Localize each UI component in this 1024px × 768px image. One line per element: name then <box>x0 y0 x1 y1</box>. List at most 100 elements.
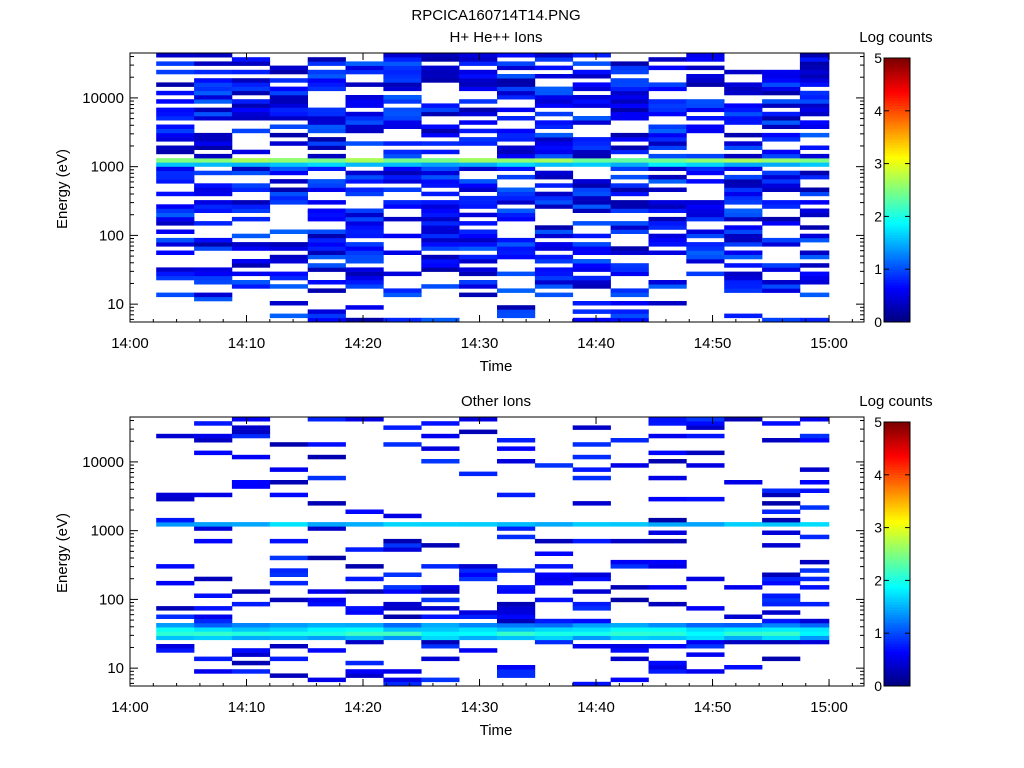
heatmap-cell <box>648 631 687 636</box>
heatmap-cell <box>572 475 611 481</box>
heatmap-cell <box>194 221 233 226</box>
heatmap-cell <box>231 480 271 485</box>
heatmap-cell <box>534 57 574 62</box>
heatmap-cell <box>307 128 346 134</box>
colorbar-step <box>884 424 910 428</box>
colorbar-tick-label: 5 <box>874 50 882 66</box>
heatmap-cell <box>610 174 649 180</box>
heatmap-cell <box>610 627 649 632</box>
heatmap-cell <box>497 216 536 222</box>
heatmap-cell <box>307 309 346 314</box>
colorbar-tick-label: 4 <box>874 103 882 119</box>
colorbar-tick-label: 3 <box>874 520 882 536</box>
heatmap-cell <box>459 284 498 289</box>
heatmap-cell <box>610 250 649 255</box>
heatmap-cell <box>345 631 384 636</box>
heatmap-cell <box>459 195 498 201</box>
y-tick-label: 10 <box>107 296 124 313</box>
heatmap-cell <box>194 78 233 83</box>
heatmap-cell <box>572 141 611 146</box>
heatmap-cell <box>762 572 801 577</box>
heatmap-cell <box>345 509 384 514</box>
heatmap-cell <box>194 200 233 205</box>
heatmap-cell <box>269 259 308 264</box>
heatmap-cell <box>610 107 649 113</box>
colorbar-step <box>884 200 910 204</box>
heatmap-cell <box>156 128 195 134</box>
colorbar-step <box>884 179 910 183</box>
heatmap-cell <box>648 459 687 464</box>
heatmap-cell <box>572 267 611 272</box>
colorbar-step <box>884 155 910 159</box>
heatmap-cell <box>497 589 536 594</box>
heatmap-cell <box>572 153 611 159</box>
heatmap-cell <box>459 179 498 184</box>
heatmap-cell <box>345 242 384 247</box>
heatmap-cell <box>383 86 422 92</box>
heatmap-cell <box>345 627 384 632</box>
colorbar-step <box>884 530 910 534</box>
heatmap-cell <box>156 212 195 218</box>
heatmap-cell <box>194 242 233 247</box>
heatmap-cell <box>534 53 574 58</box>
heatmap-cell <box>231 246 271 251</box>
colorbar-step <box>884 598 910 603</box>
heatmap-cell <box>648 57 687 62</box>
heatmap-cell <box>194 656 233 662</box>
heatmap-cell <box>762 492 801 498</box>
heatmap-cell <box>799 254 830 260</box>
heatmap-cell <box>307 454 346 460</box>
heatmap-cell <box>269 95 308 100</box>
heatmap-cell <box>686 179 725 184</box>
heatmap-cell <box>572 137 611 142</box>
colorbar-step <box>884 662 910 666</box>
heatmap-cell <box>307 475 346 481</box>
heatmap-cell <box>345 280 384 285</box>
heatmap-cell <box>534 522 574 527</box>
colorbar-step <box>884 87 910 91</box>
heatmap-cell <box>724 254 763 260</box>
heatmap-cell <box>610 166 649 171</box>
heatmap-cell <box>686 128 725 134</box>
y-tick-label: 100 <box>99 227 124 244</box>
heatmap-cell <box>648 530 687 535</box>
heatmap-cell <box>686 208 725 213</box>
heatmap-cell <box>156 132 195 138</box>
heatmap-cell <box>383 601 422 607</box>
colorbar-step <box>884 625 910 629</box>
colorbar-step <box>884 620 910 624</box>
heatmap-cell <box>762 137 801 142</box>
heatmap-cell <box>572 635 611 641</box>
colorbar-tick-label: 2 <box>874 572 882 588</box>
colorbar-step <box>884 514 910 518</box>
heatmap-cell <box>383 141 422 146</box>
heatmap-cell <box>269 597 308 603</box>
colorbar-label: Log counts <box>859 393 932 410</box>
heatmap-cell <box>383 292 422 298</box>
heatmap-cell <box>459 99 498 104</box>
heatmap-cell <box>610 191 649 197</box>
colorbar-step <box>884 176 910 180</box>
heatmap-cell <box>231 149 271 155</box>
heatmap-cell <box>572 242 611 247</box>
heatmap-cell <box>194 145 233 150</box>
colorbar-step <box>884 116 910 120</box>
heatmap-cell <box>724 158 763 163</box>
heatmap-cell <box>762 153 801 159</box>
heatmap-cell <box>686 99 725 104</box>
heatmap-cell <box>534 158 574 163</box>
heatmap-cell <box>307 137 346 142</box>
heatmap-cell <box>762 284 801 289</box>
colorbar-step <box>884 58 910 62</box>
heatmap-cell <box>194 450 233 456</box>
heatmap-cell <box>421 74 460 79</box>
colorbar-step <box>884 163 910 167</box>
heatmap-cell <box>534 597 574 603</box>
heatmap-cell <box>686 639 725 645</box>
heatmap-cell <box>497 242 536 247</box>
heatmap-cell <box>345 639 384 645</box>
heatmap-cell <box>345 564 384 569</box>
colorbar-step <box>884 617 910 621</box>
heatmap-cell <box>459 137 498 142</box>
heatmap-cell <box>686 496 725 502</box>
